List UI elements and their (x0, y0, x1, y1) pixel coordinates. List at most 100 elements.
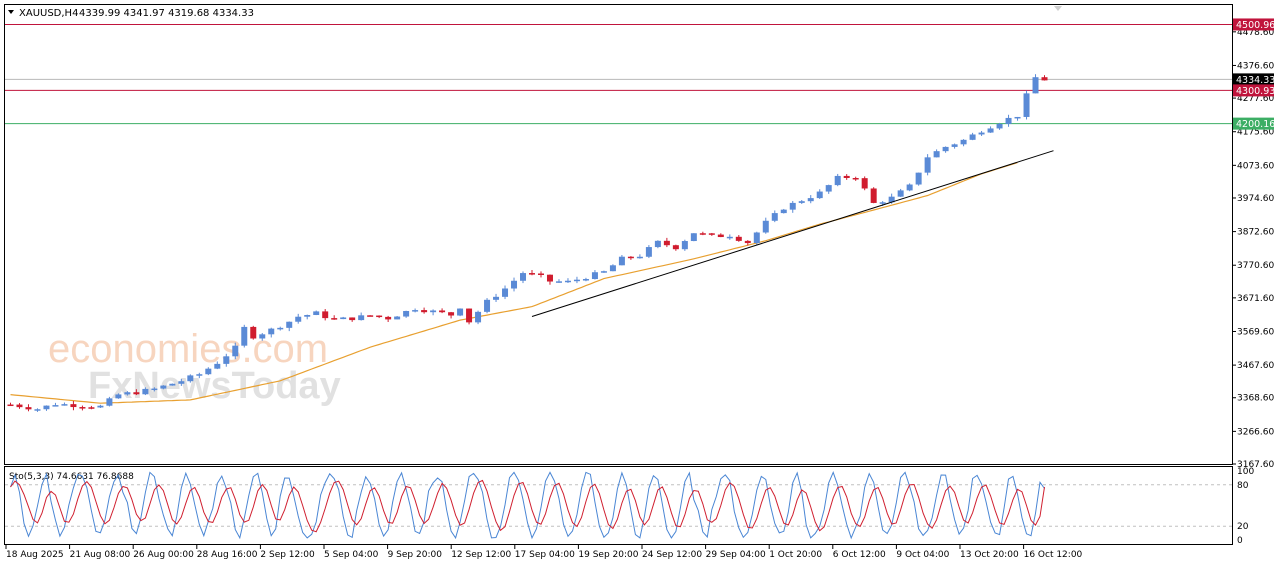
time-tick-label: 18 Aug 2025 (6, 550, 64, 560)
candle-body (1023, 93, 1030, 117)
candle-body (798, 201, 805, 203)
level-tag-label: 4300.93 (1236, 86, 1275, 97)
candle-body (259, 334, 266, 339)
candle-body (466, 308, 473, 323)
candle-body (969, 134, 976, 140)
moving-average-line (10, 162, 1018, 404)
candle-body (699, 233, 706, 235)
candle-body (852, 177, 859, 180)
time-tick-label: 24 Sep 12:00 (642, 550, 702, 560)
candle-body (196, 374, 203, 376)
support-trendline[interactable] (531, 150, 1054, 317)
candle-body (861, 178, 868, 189)
price-tick-label: 3467.60 (1237, 361, 1274, 371)
candle-body (97, 405, 104, 408)
time-tick-label: 29 Sep 04:00 (706, 550, 766, 560)
candle-body (609, 265, 616, 272)
candle-body (178, 381, 185, 384)
candle-body (816, 191, 823, 199)
price-tick-label: 3167.60 (1237, 460, 1274, 470)
candle-body (457, 308, 464, 316)
candle-body (484, 299, 491, 312)
stochastic-tick-label: 100 (1237, 467, 1254, 477)
candle-body (493, 296, 500, 300)
candle-body (744, 240, 751, 244)
candle-body (250, 326, 257, 339)
price-tick-label: 3770.60 (1237, 261, 1274, 271)
candle-body (52, 405, 59, 407)
price-tick-label: 4376.60 (1237, 61, 1274, 71)
candle-body (1005, 117, 1012, 124)
price-tick-label: 3872.60 (1237, 228, 1274, 238)
candle-body (735, 236, 742, 241)
candle-body (241, 326, 248, 346)
candle-body (205, 368, 212, 375)
candle-body (708, 233, 715, 235)
candle-body (636, 256, 643, 259)
candle-body (807, 198, 814, 202)
trendline[interactable] (531, 150, 1054, 317)
level-tag-label: 4500.96 (1236, 20, 1275, 31)
candle-body (322, 311, 329, 319)
price-tick-label: 4478.60 (1237, 28, 1274, 38)
stochastic-lines (5, 471, 1232, 540)
level-tag-box (1233, 84, 1274, 97)
candle-body (448, 312, 455, 316)
stochastic-tick-label: 0 (1237, 536, 1243, 546)
main-pane-frame (4, 4, 1233, 465)
candle-body (978, 132, 985, 135)
candle-body (313, 311, 320, 316)
candle-body (870, 188, 877, 203)
candle-body (834, 175, 841, 186)
candle-body (924, 157, 931, 173)
candle-body (897, 190, 904, 197)
candle-body (70, 404, 77, 408)
candle-body (25, 407, 32, 410)
price-tick-label: 3974.60 (1237, 194, 1274, 204)
candle-body (771, 213, 778, 221)
candle-body (376, 315, 383, 318)
price-axis: 4478.60 4376.60 4277.60 4175.60 4073.60 3974.… (1232, 28, 1274, 470)
time-tick-label: 9 Sep 20:00 (388, 550, 443, 560)
candle-body (502, 288, 509, 297)
time-tick-label: 1 Oct 20:00 (769, 550, 822, 560)
candle-body (16, 404, 23, 408)
candle-body (627, 256, 634, 259)
time-tick-label: 13 Oct 20:00 (960, 550, 1019, 560)
candles (7, 74, 1048, 412)
level-tag-box (1233, 117, 1274, 130)
stochastic-label: Sto(5,3,3) 74.6631 76.8688 (9, 472, 134, 482)
candle-body (1032, 77, 1039, 94)
candle-body (996, 123, 1003, 129)
stochastic-tick-label: 20 (1237, 522, 1249, 532)
time-tick-label: 28 Aug 16:00 (197, 550, 258, 560)
price-tick-label: 4073.60 (1237, 161, 1274, 171)
candle-body (421, 310, 428, 313)
candle-body (933, 151, 940, 158)
candle-body (529, 273, 535, 275)
time-tick-label: 19 Sep 20:00 (578, 550, 638, 560)
symbol-label: XAUUSD,H4 (19, 8, 78, 19)
level-tag-label: 4334.33 (1236, 75, 1275, 86)
candle-body (600, 271, 607, 273)
candle-body (340, 317, 347, 320)
menu-triangle-icon[interactable] (8, 10, 14, 14)
candle-body (277, 327, 284, 330)
candle-body (403, 310, 410, 317)
candle-body (654, 240, 661, 248)
price-tick-label: 3368.60 (1237, 394, 1274, 404)
candle-body (223, 356, 230, 364)
candle-body (232, 345, 239, 357)
candle-body (520, 273, 527, 281)
candle-body (133, 392, 140, 395)
candle-body (286, 321, 293, 328)
candle-body (61, 404, 68, 406)
candle-body (511, 280, 518, 289)
candle-body (726, 236, 733, 239)
stochastic-main-line (10, 471, 1045, 540)
candle-body (43, 405, 50, 410)
candle-body (690, 233, 697, 242)
candle-body (187, 375, 194, 382)
